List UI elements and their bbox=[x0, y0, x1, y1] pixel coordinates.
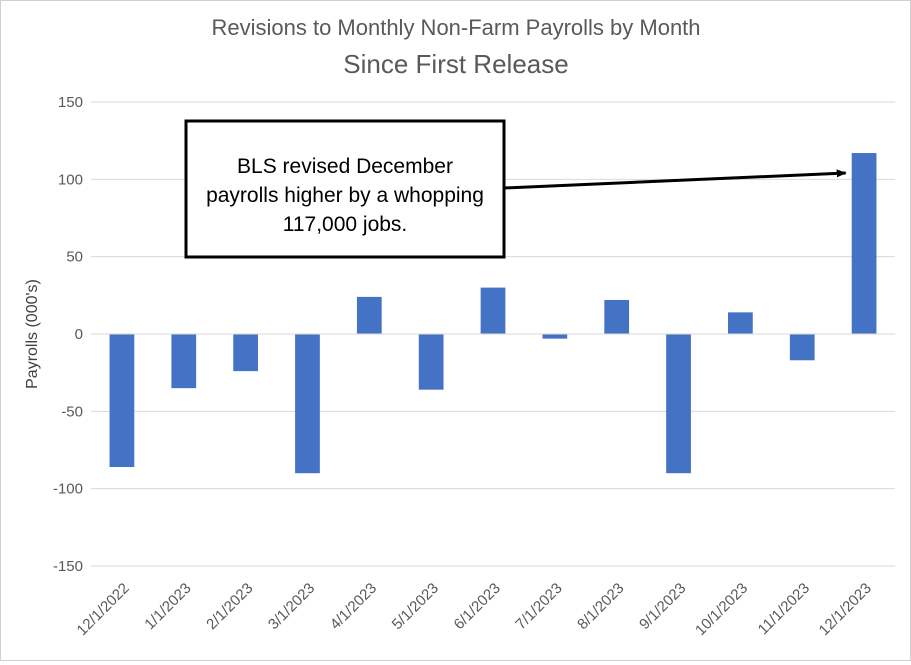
y-tick-label: 100 bbox=[58, 171, 83, 188]
x-tick-label: 8/1/2023 bbox=[574, 580, 627, 633]
annotation-line-2: payrolls higher by a whopping bbox=[206, 184, 484, 207]
x-tick-label: 9/1/2023 bbox=[636, 580, 689, 633]
bar bbox=[480, 287, 506, 334]
y-axis-ticks: 150 100 50 0 -50 -100 -150 bbox=[53, 94, 83, 575]
x-tick-label: 3/1/2023 bbox=[265, 580, 318, 633]
x-tick-label: 12/1/2023 bbox=[816, 580, 875, 639]
bar bbox=[418, 334, 444, 390]
bar bbox=[295, 334, 320, 474]
bar bbox=[789, 334, 815, 361]
annotation-line-1: BLS revised December bbox=[237, 155, 453, 178]
bar bbox=[728, 312, 753, 334]
chart-title: Revisions to Monthly Non-Farm Payrolls b… bbox=[211, 15, 700, 40]
bar bbox=[542, 334, 568, 339]
bar bbox=[233, 334, 258, 372]
x-tick-label: 4/1/2023 bbox=[327, 580, 380, 633]
y-tick-label: 0 bbox=[75, 326, 83, 343]
bar bbox=[171, 334, 197, 389]
x-tick-label: 10/1/2023 bbox=[692, 580, 751, 639]
y-tick-label: -150 bbox=[53, 558, 83, 575]
y-axis-label: Payrolls (000's) bbox=[24, 279, 41, 389]
bars bbox=[109, 153, 877, 474]
x-tick-label: 12/1/2022 bbox=[74, 580, 133, 639]
bar bbox=[356, 296, 382, 334]
x-tick-label: 7/1/2023 bbox=[512, 580, 565, 633]
bar bbox=[109, 334, 135, 468]
x-tick-label: 11/1/2023 bbox=[755, 580, 813, 638]
bar bbox=[666, 334, 691, 474]
x-tick-label: 6/1/2023 bbox=[451, 580, 504, 633]
x-tick-label: 5/1/2023 bbox=[389, 580, 442, 633]
annotation-arrow bbox=[503, 169, 847, 190]
bar bbox=[604, 299, 630, 334]
y-tick-label: -50 bbox=[61, 403, 83, 420]
y-tick-label: 150 bbox=[58, 94, 83, 111]
annotation: BLS revised December payrolls higher by … bbox=[184, 119, 847, 259]
y-tick-label: 50 bbox=[66, 249, 83, 266]
x-tick-label: 2/1/2023 bbox=[203, 580, 256, 633]
x-axis-ticks: 12/1/2022 1/1/2023 2/1/2023 3/1/2023 4/1/202… bbox=[74, 580, 875, 639]
y-tick-label: -100 bbox=[53, 481, 83, 498]
x-tick-label: 1/1/2023 bbox=[141, 580, 194, 633]
bar bbox=[851, 153, 877, 334]
chart-subtitle: Since First Release bbox=[343, 49, 568, 79]
annotation-box bbox=[184, 119, 506, 259]
annotation-line-3: 117,000 jobs. bbox=[283, 213, 408, 236]
